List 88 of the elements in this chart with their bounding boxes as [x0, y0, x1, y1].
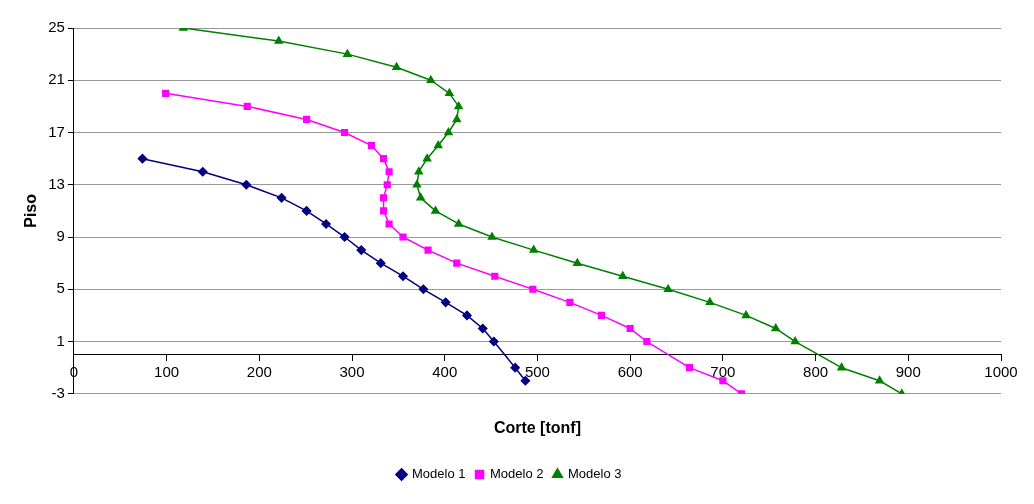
x-tick-label: 300: [339, 362, 365, 380]
point: [477, 323, 488, 334]
point: [343, 49, 352, 57]
y-tick-label: 21: [48, 70, 65, 88]
point: [529, 285, 537, 293]
y-tick-label: 1: [56, 331, 65, 349]
point: [462, 310, 472, 321]
point: [875, 375, 884, 384]
point: [416, 193, 425, 201]
point: [431, 206, 440, 214]
point: [339, 232, 350, 242]
point: [376, 258, 386, 268]
point: [274, 36, 283, 44]
x-tick-label: 400: [432, 362, 458, 380]
point: [453, 259, 461, 267]
point: [414, 166, 423, 175]
y-axis-title: Piso: [22, 193, 40, 228]
point: [379, 155, 388, 163]
point: [412, 180, 422, 188]
x-tick-label: 700: [710, 362, 736, 380]
point: [341, 128, 349, 137]
legend-label: Modelo 2: [490, 466, 544, 482]
point: [771, 323, 780, 332]
point: [597, 311, 605, 319]
point: [491, 272, 499, 280]
point: [741, 310, 751, 319]
point: [719, 377, 727, 385]
x-tick-label: 1000: [984, 362, 1018, 380]
point: [303, 115, 311, 124]
point: [452, 114, 461, 123]
point: [685, 364, 694, 372]
x-tick-label: 200: [246, 362, 272, 380]
x-tick-label: 900: [895, 362, 921, 380]
point: [626, 324, 634, 333]
point: [241, 180, 252, 190]
point: [444, 127, 453, 136]
point: [618, 271, 627, 279]
point: [379, 194, 388, 202]
point: [529, 245, 538, 253]
point: [399, 233, 407, 241]
point: [137, 153, 148, 164]
point: [705, 297, 715, 306]
point: [520, 375, 531, 386]
point: [489, 336, 499, 347]
x-tick-label: 600: [617, 362, 643, 380]
point: [301, 206, 312, 216]
y-tick-label: 25: [48, 18, 65, 36]
point: [385, 220, 393, 228]
point: [162, 89, 170, 97]
legend-label: Modelo 1: [412, 466, 466, 482]
y-tick-label: -3: [51, 383, 65, 401]
y-tick-label: 5: [56, 279, 65, 297]
point: [418, 284, 429, 295]
point: [440, 297, 451, 308]
point: [424, 246, 432, 254]
point: [243, 102, 251, 110]
point: [573, 258, 582, 266]
point: [837, 362, 846, 371]
point: [487, 232, 497, 240]
point: [454, 219, 463, 227]
y-tick-label: 13: [48, 174, 65, 192]
point: [566, 298, 574, 306]
point: [367, 142, 376, 150]
x-axis-title: Corte [tonf]: [493, 418, 581, 436]
point: [198, 166, 208, 177]
y-tick-label: 9: [56, 227, 65, 245]
point: [276, 193, 287, 203]
point: [321, 219, 331, 229]
point: [434, 140, 443, 149]
x-tick-label: 800: [803, 362, 829, 380]
point: [663, 284, 673, 293]
point: [454, 101, 463, 110]
point: [643, 337, 651, 346]
point: [385, 168, 393, 176]
point: [426, 75, 436, 84]
point: [510, 362, 520, 373]
point: [383, 181, 391, 189]
point: [392, 62, 401, 70]
point: [379, 207, 388, 215]
x-tick-label: 100: [154, 362, 180, 380]
point: [422, 153, 432, 162]
point: [790, 336, 800, 345]
point: [356, 245, 367, 255]
point: [398, 271, 408, 281]
x-tick-label: 500: [524, 362, 550, 380]
y-tick-label: 17: [48, 122, 65, 140]
point: [445, 88, 454, 97]
legend-label: Modelo 3: [567, 466, 622, 482]
